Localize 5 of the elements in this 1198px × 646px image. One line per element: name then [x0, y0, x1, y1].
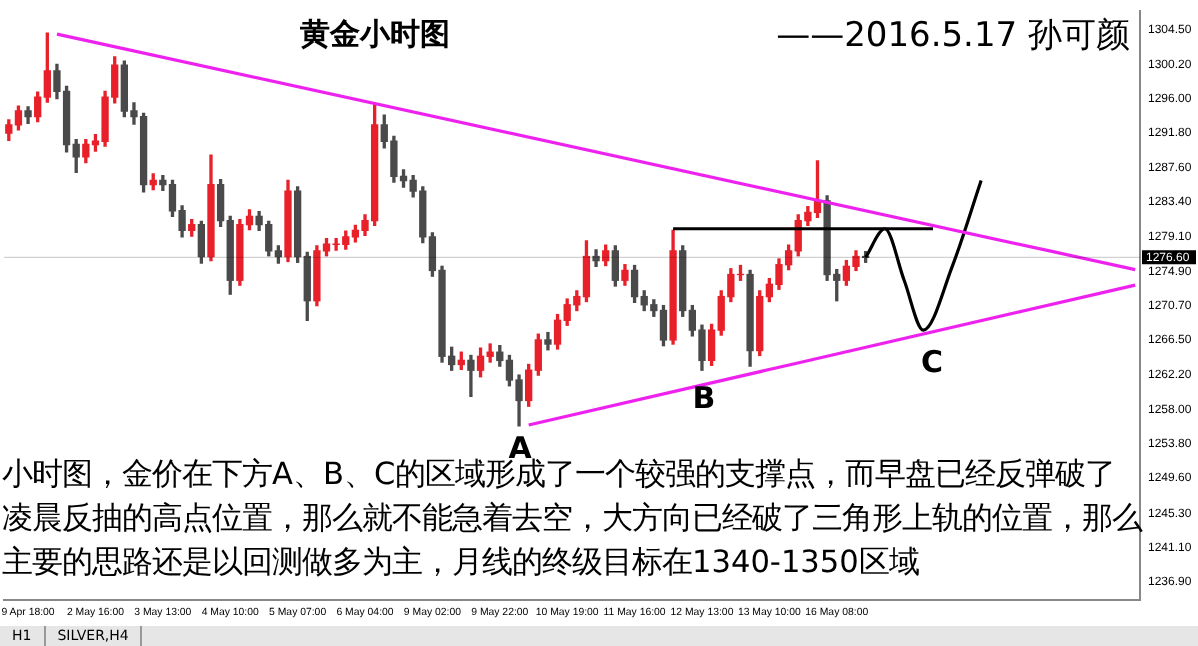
chart-subtitle: ——2016.5.17 孙可颜 — [776, 14, 1130, 58]
annotation: 小时图，金价在下方A、B、C的区域形成了一个较强的支撑点，而早盘已经反弹破了凌晨反抽的高点位置，那么就不能急着去空，大方向已经破了三角形上轨的位置，那么主要的思路还是以回测做多为主，月线的终级目标在1340-1350区域 — [2, 456, 1142, 584]
annotation: B — [692, 380, 716, 416]
chart-title: 黄金小时图 — [300, 16, 450, 54]
annotation: C — [920, 344, 944, 380]
